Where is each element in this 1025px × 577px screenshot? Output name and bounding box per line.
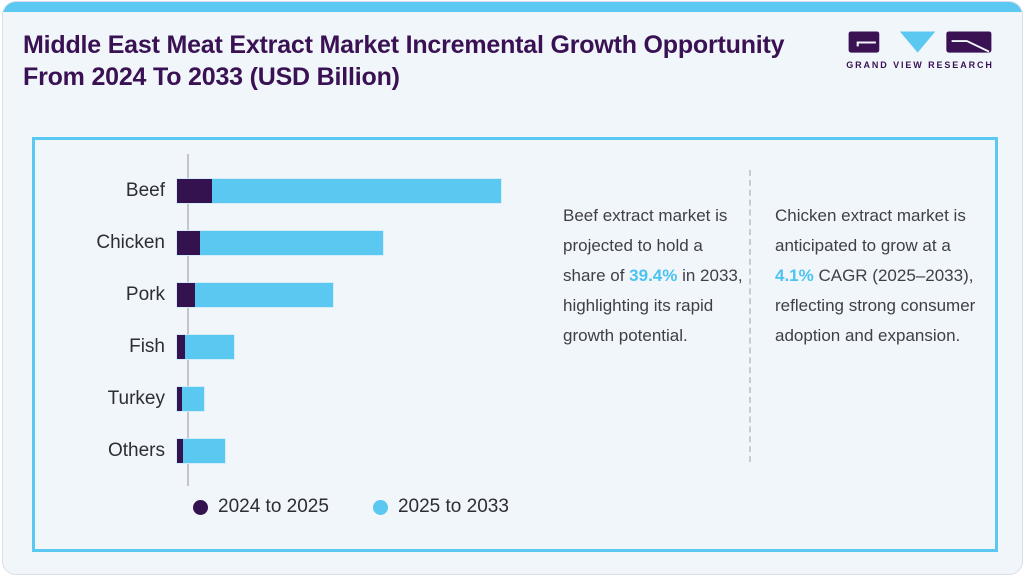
beef-share-value: 39.4% [629, 266, 678, 285]
category-label-beef: Beef [125, 180, 165, 201]
legend-dot-2025-2033 [372, 499, 388, 515]
bar-chart: Beef Chicken Pork Fish Turkey Others 2024 to … [35, 140, 565, 549]
stacked-bar-turkey [177, 387, 204, 411]
y-axis-line [187, 154, 189, 486]
chicken-annotation-text-end: CAGR (2025–2033), reflecting strong cons… [775, 266, 976, 345]
legend-label-2025-2033: 2025 to 2033 [397, 496, 509, 517]
legend-label-2024-2025: 2024 to 2025 [218, 496, 329, 517]
chicken-annotation-text: Chicken extract market is anticipated to… [775, 206, 966, 255]
chart-panel: Beef Chicken Pork Fish Turkey Others 2024 to … [32, 137, 998, 552]
top-accent-strip [3, 2, 1022, 12]
legend-dot-2024-2025 [193, 499, 208, 515]
bar-segment-beef-2025-to-2033 [212, 179, 501, 203]
bar-segment-pork-2025-to-2033 [195, 283, 333, 307]
category-label-pork: Pork [125, 284, 165, 305]
stacked-bar-chicken [177, 231, 384, 255]
chart-row-fish: Fish [35, 321, 565, 373]
category-label-chicken: Chicken [96, 232, 165, 253]
category-label-fish: Fish [129, 336, 165, 357]
chart-row-turkey: Turkey [35, 373, 565, 425]
chart-rows: Beef Chicken Pork Fish Turkey Others [35, 165, 565, 477]
gvr-logo-mark [848, 31, 992, 53]
chart-row-pork: Pork [35, 269, 565, 321]
bar-segment-others-2024-to-2025 [177, 439, 184, 463]
bar-segment-chicken-2025-to-2033 [200, 231, 384, 255]
page-title: Middle East Meat Extract Market Incremen… [23, 31, 785, 91]
beef-annotation-text-end: in 2033, highlighting its rapid growth p… [563, 266, 743, 345]
category-label-others: Others [107, 440, 165, 461]
stacked-bar-fish [177, 335, 234, 359]
category-label-turkey: Turkey [107, 388, 165, 409]
gvr-logo: GRAND VIEW RESEARCH [845, 31, 995, 70]
chart-row-beef: Beef [35, 165, 565, 217]
bar-segment-beef-2024-to-2025 [177, 179, 213, 203]
bar-segment-turkey-2024-to-2025 [177, 387, 182, 411]
stacked-bar-others [177, 439, 225, 463]
chart-legend: 2024 to 2025 2025 to 2033 [193, 496, 509, 518]
logo-text: GRAND VIEW RESEARCH [846, 60, 994, 70]
bar-segment-turkey-2025-to-2033 [181, 387, 204, 411]
bar-segment-fish-2025-to-2033 [184, 335, 234, 359]
chicken-annotation: Chicken extract market is anticipated to… [775, 201, 989, 351]
legend-item-2025-2033: 2025 to 2033 [372, 496, 509, 518]
chart-row-chicken: Chicken [35, 217, 565, 269]
bar-segment-fish-2024-to-2025 [177, 335, 185, 359]
stacked-bar-beef [177, 179, 501, 203]
chart-row-others: Others [35, 425, 565, 477]
legend-item-2024-2025: 2024 to 2025 [193, 496, 329, 518]
dashed-divider [749, 170, 751, 462]
beef-annotation: Beef extract market is projected to hold… [563, 201, 744, 351]
bar-segment-chicken-2024-to-2025 [177, 231, 201, 255]
bar-segment-pork-2024-to-2025 [177, 283, 196, 307]
stacked-bar-pork [177, 283, 333, 307]
bar-segment-others-2025-to-2033 [183, 439, 225, 463]
beef-annotation-text: Beef extract market is projected to hold… [563, 206, 728, 285]
chicken-cagr-value: 4.1% [775, 266, 814, 285]
